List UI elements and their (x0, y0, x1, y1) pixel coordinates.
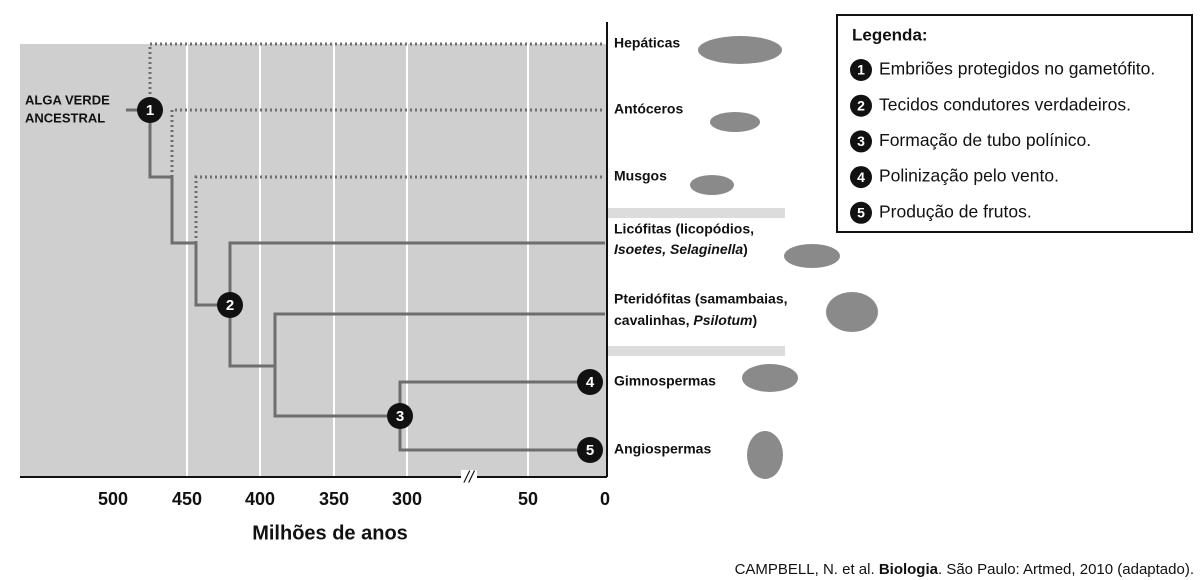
taxon-label: Hepáticas (614, 35, 680, 51)
axis-tick-label: 350 (319, 489, 349, 509)
taxon-label: Pteridófitas (samambaias, (614, 291, 788, 307)
node: 4 (577, 369, 603, 395)
legend-number: 3 (857, 133, 865, 149)
node-number: 2 (226, 297, 234, 314)
legend-title: Legenda: (852, 25, 928, 44)
root-label: ALGA VERDE (25, 92, 110, 107)
taxon-label: Angiospermas (614, 441, 711, 457)
legend-number: 5 (857, 205, 865, 221)
taxon-text: ) (753, 312, 758, 328)
node: 1 (137, 97, 163, 123)
axis-tick-label: 300 (392, 489, 422, 509)
taxon-label: Licófitas (licopódios, (614, 221, 754, 237)
legend-marker (850, 94, 872, 117)
axis-tick-label: 50 (518, 489, 538, 509)
legend-box (836, 14, 1193, 233)
legend-items: 1 Embriões protegidos no gametófito. 2 Teci… (850, 59, 1155, 224)
group-band (607, 346, 785, 356)
group-band (607, 208, 785, 218)
node-number: 5 (586, 442, 594, 459)
legend-item: 2 Tecidos condutores verdadeiros. (850, 94, 1131, 117)
legend-item: 3 Formação de tubo polínico. (850, 130, 1091, 153)
legend-number: 4 (857, 169, 865, 185)
legend-marker (850, 201, 872, 224)
taxon-label: cavalinhas, Psilotum) (614, 312, 757, 328)
citation: CAMPBELL, N. et al. Biologia. São Paulo:… (735, 561, 1194, 578)
legend-item: 1 Embriões protegidos no gametófito. (850, 59, 1155, 81)
legend-item: 4 Polinização pelo vento. (850, 166, 1059, 189)
legend-marker (850, 130, 872, 153)
time-area (20, 44, 607, 476)
root-label: ANCESTRAL (25, 110, 105, 125)
axis-title: Milhões de anos (252, 522, 408, 544)
legend-text: Tecidos condutores verdadeiros. (879, 94, 1131, 114)
node-number: 1 (146, 102, 154, 119)
axis-tick-label: 0 (600, 489, 610, 509)
citation-title: Biologia (879, 561, 939, 578)
taxon-text: ) (743, 241, 748, 257)
node-number: 4 (586, 374, 595, 391)
taxon-italic: Psilotum (693, 312, 752, 328)
node: 2 (217, 292, 243, 318)
legend-number: 1 (857, 62, 865, 78)
legend-text: Embriões protegidos no gametófito. (879, 59, 1155, 79)
taxon-label: Antóceros (614, 101, 683, 117)
node: 5 (577, 437, 603, 463)
plant-illustrations (690, 36, 878, 479)
taxon-label: Isoetes, Selaginella) (614, 241, 748, 257)
node: 3 (387, 403, 413, 429)
legend-marker (850, 59, 872, 81)
legend-text: Polinização pelo vento. (879, 166, 1059, 186)
legend-item: 5 Produção de frutos. (850, 201, 1032, 224)
time-grid (186, 44, 529, 476)
taxon-label: Musgos (614, 168, 667, 184)
axis-tick-label: 450 (172, 489, 202, 509)
citation-text: . São Paulo: Artmed, 2010 (adaptado). (938, 561, 1194, 578)
taxon-italic: Isoetes, Selaginella (614, 241, 743, 257)
node-number: 3 (396, 408, 404, 425)
legend-text: Formação de tubo polínico. (879, 130, 1091, 150)
axis-break: // (463, 467, 476, 486)
axis-tick-label: 500 (98, 489, 128, 509)
taxon-label: Gimnospermas (614, 373, 716, 389)
axis-break-gap (461, 470, 477, 484)
tree (126, 42, 605, 452)
legend-marker (850, 166, 872, 189)
taxon-text: cavalinhas, (614, 312, 693, 328)
axis-tick-label: 400 (245, 489, 275, 509)
legend-text: Produção de frutos. (879, 201, 1032, 221)
legend-number: 2 (857, 97, 865, 113)
citation-text: CAMPBELL, N. et al. (735, 561, 879, 578)
